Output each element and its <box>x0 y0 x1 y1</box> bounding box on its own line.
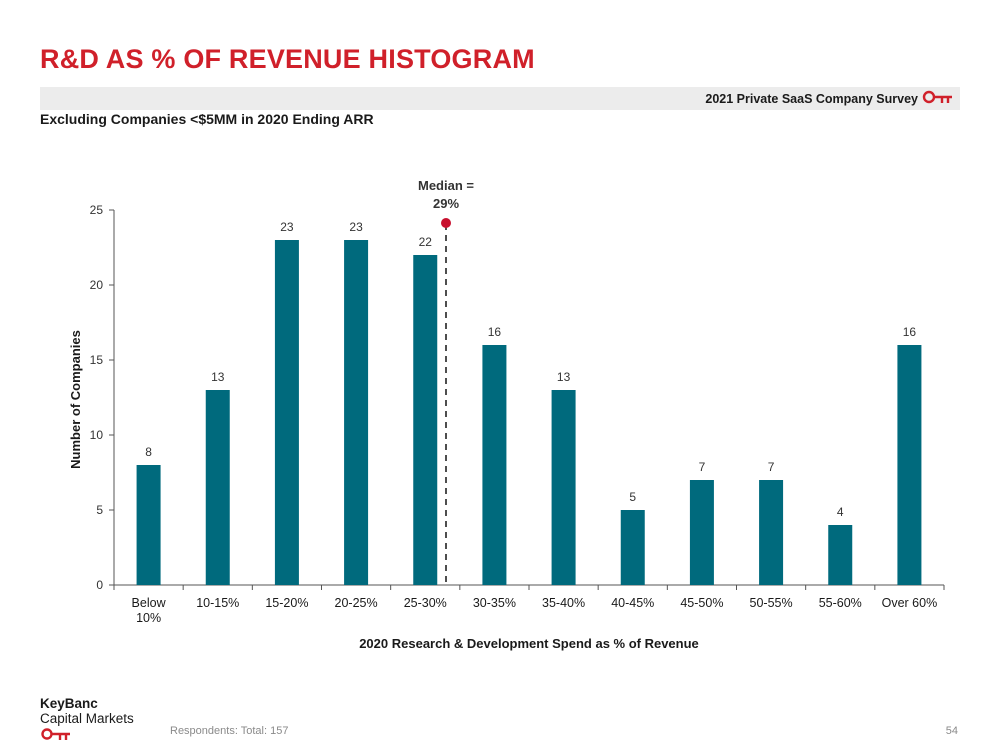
data-label: 13 <box>211 370 225 384</box>
bar <box>482 345 507 585</box>
bar <box>620 510 645 585</box>
x-tick-label: 25-30% <box>404 596 447 610</box>
x-tick-label: 45-50% <box>680 596 723 610</box>
data-label: 22 <box>419 235 433 249</box>
x-tick-label: 15-20% <box>265 596 308 610</box>
x-tick-label: 10-15% <box>196 596 239 610</box>
survey-label: 2021 Private SaaS Company Survey <box>705 92 918 106</box>
data-label: 16 <box>488 325 502 339</box>
y-tick-label: 25 <box>90 203 104 217</box>
data-label: 23 <box>349 220 363 234</box>
x-tick-label: 35-40% <box>542 596 585 610</box>
subtitle: Excluding Companies <$5MM in 2020 Ending… <box>40 111 374 127</box>
bar <box>551 390 576 585</box>
key-icon <box>41 728 70 740</box>
median-label: 29% <box>433 196 459 211</box>
x-tick-label: 10% <box>136 611 161 625</box>
x-tick-label: 40-45% <box>611 596 654 610</box>
data-label: 23 <box>280 220 294 234</box>
y-tick-label: 0 <box>96 578 103 592</box>
data-label: 8 <box>145 445 152 459</box>
bar <box>413 255 438 585</box>
median-label: Median = <box>418 178 474 193</box>
x-axis-title: 2020 Research & Development Spend as % o… <box>359 636 699 651</box>
bar <box>759 480 784 585</box>
page-title: R&D AS % OF REVENUE HISTOGRAM <box>40 44 535 74</box>
bar <box>274 240 299 585</box>
x-tick-label: 50-55% <box>750 596 793 610</box>
bar <box>344 240 369 585</box>
x-tick-label: 20-25% <box>335 596 378 610</box>
x-tick-label: Over 60% <box>882 596 938 610</box>
data-label: 16 <box>903 325 917 339</box>
data-label: 7 <box>768 460 775 474</box>
respondents-note: Respondents: Total: 157 <box>170 725 289 737</box>
y-tick-label: 15 <box>90 353 104 367</box>
data-label: 7 <box>699 460 706 474</box>
median-marker <box>441 218 451 228</box>
bar <box>689 480 714 585</box>
page-number: 54 <box>945 725 958 737</box>
x-tick-label: 30-35% <box>473 596 516 610</box>
y-tick-label: 10 <box>90 428 104 442</box>
bar <box>136 465 161 585</box>
logo-line1: KeyBanc <box>40 696 98 711</box>
bar <box>897 345 922 585</box>
y-axis-title: Number of Companies <box>68 330 83 469</box>
logo-line2: Capital Markets <box>40 711 134 726</box>
data-label: 4 <box>837 505 844 519</box>
data-label: 13 <box>557 370 571 384</box>
y-tick-label: 5 <box>96 503 103 517</box>
bar <box>205 390 230 585</box>
x-tick-label: Below <box>132 596 167 610</box>
data-label: 5 <box>629 490 636 504</box>
y-tick-label: 20 <box>90 278 104 292</box>
key-icon <box>922 90 952 104</box>
header-band <box>40 87 960 110</box>
x-tick-label: 55-60% <box>819 596 862 610</box>
bar <box>828 525 853 585</box>
